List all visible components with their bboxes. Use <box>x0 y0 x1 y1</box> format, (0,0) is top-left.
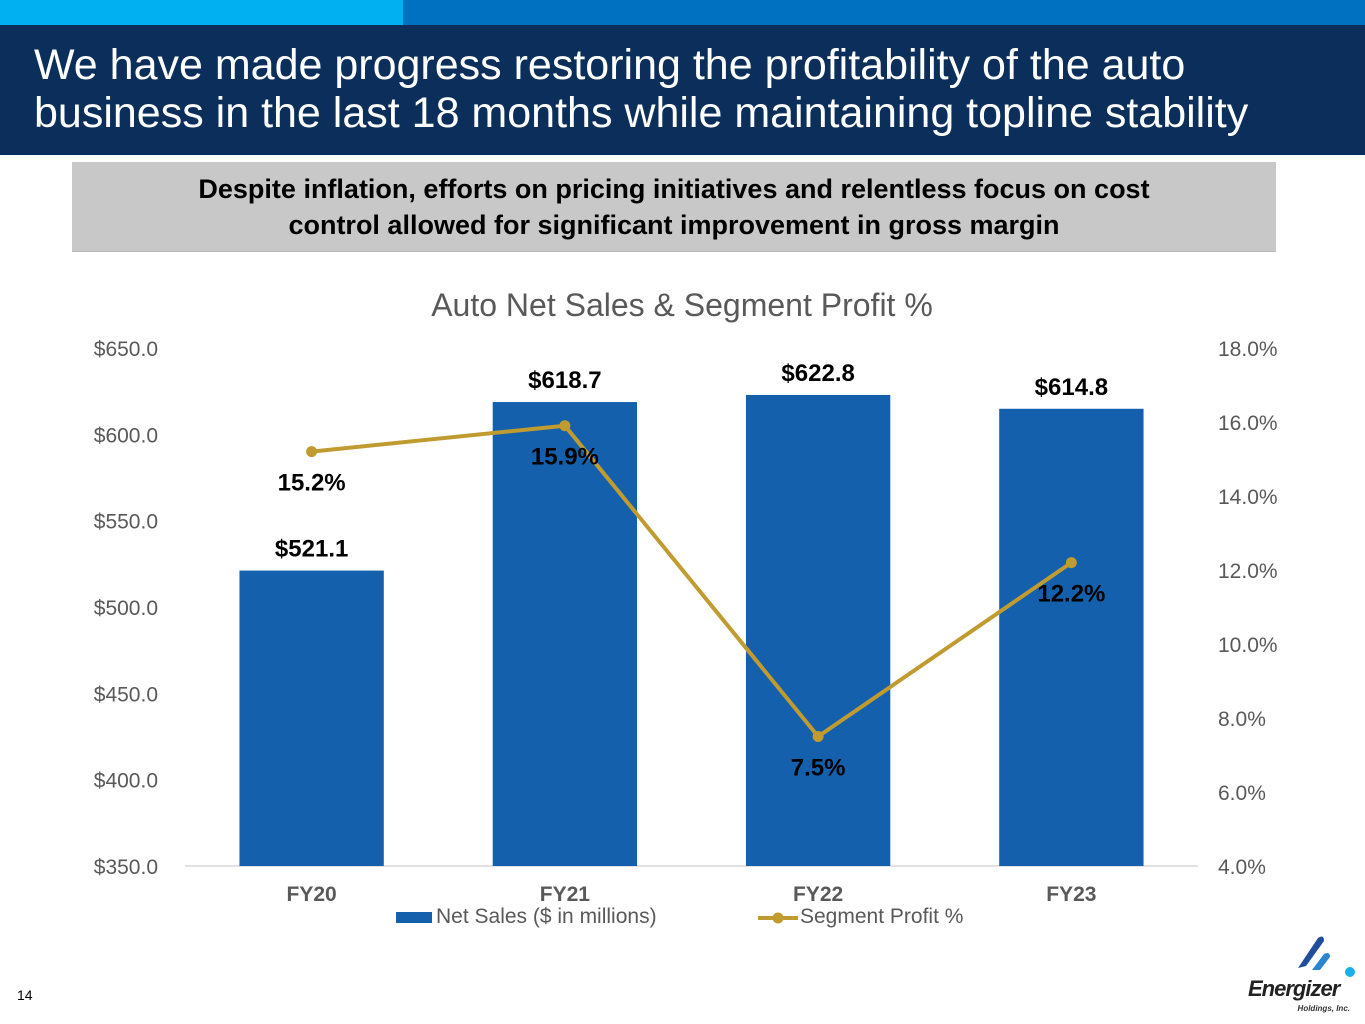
segment-profit-point <box>1065 557 1077 569</box>
left-axis-tick-label: $400.0 <box>94 770 158 793</box>
right-axis-tick-label: 8.0% <box>1218 708 1266 731</box>
legend-bar-swatch <box>396 912 432 923</box>
line-series: 15.2% 15.9% 7.5% 12.2% <box>278 420 1105 782</box>
bar-data-label: $618.7 <box>528 367 601 394</box>
legend-label-segment-profit: Segment Profit % <box>800 905 963 928</box>
legend-label-net-sales: Net Sales ($ in millions) <box>436 905 657 928</box>
bar-data-label: $521.1 <box>275 536 348 563</box>
line-data-label: 15.9% <box>531 444 599 471</box>
x-axis-label: FY23 <box>1046 883 1096 906</box>
left-axis: $350.0 $400.0 $450.0 $500.0 $550.0 $600.0 $650… <box>94 338 158 879</box>
combo-chart: Auto Net Sales & Segment Profit % $350.0… <box>94 287 1278 928</box>
x-axis-labels: FY20 FY21 FY22 FY23 <box>287 883 1097 906</box>
right-axis-tick-label: 16.0% <box>1218 412 1278 435</box>
left-axis-tick-label: $450.0 <box>94 683 158 706</box>
x-axis-label: FY20 <box>287 883 337 906</box>
x-axis-label: FY22 <box>793 883 843 906</box>
left-axis-tick-label: $550.0 <box>94 511 158 534</box>
slide-header: We have made progress restoring the prof… <box>0 25 1365 155</box>
right-axis-tick-label: 6.0% <box>1218 782 1266 805</box>
right-axis-tick-label: 10.0% <box>1218 634 1278 657</box>
bar-data-label: $614.8 <box>1035 374 1108 401</box>
left-axis-tick-label: $600.0 <box>94 424 158 447</box>
bar-fy21 <box>492 402 638 866</box>
segment-profit-point <box>306 446 318 458</box>
logo-wordmark: Energizer <box>1248 976 1342 1001</box>
segment-profit-point <box>559 420 571 432</box>
chart-title: Auto Net Sales & Segment Profit % <box>431 287 933 323</box>
right-axis-tick-label: 18.0% <box>1218 338 1278 361</box>
page-number: 14 <box>17 987 33 1003</box>
left-axis-tick-label: $650.0 <box>94 338 158 361</box>
line-data-label: 15.2% <box>278 470 346 497</box>
x-axis-label: FY21 <box>540 883 591 906</box>
right-axis-tick-label: 14.0% <box>1218 486 1278 509</box>
legend: Net Sales ($ in millions) Segment Profit … <box>396 905 963 928</box>
logo-swoosh-large-icon <box>1298 936 1324 968</box>
bar-fy20 <box>239 570 384 866</box>
bar-data-label: $622.8 <box>781 360 854 387</box>
right-axis: 4.0% 6.0% 8.0% 10.0% 12.0% 14.0% 16.0% 18.0% <box>1218 338 1278 879</box>
top-accent-bar-dark <box>403 0 1365 25</box>
energizer-logo: Energizer Holdings, Inc. <box>1248 936 1355 1013</box>
segment-profit-line <box>311 423 1073 739</box>
logo-subtitle: Holdings, Inc. <box>1298 1004 1350 1013</box>
callout-text: Despite inflation, efforts on pricing in… <box>198 173 1150 240</box>
line-data-label: 12.2% <box>1037 581 1105 608</box>
callout-box: Despite inflation, efforts on pricing in… <box>72 162 1276 252</box>
bar-series: $521.1 $618.7 $622.8 $614.8 <box>239 360 1144 866</box>
right-axis-tick-label: 12.0% <box>1218 560 1278 583</box>
left-axis-tick-label: $500.0 <box>94 597 158 620</box>
slide-title: We have made progress restoring the prof… <box>34 41 1249 137</box>
logo-dot-icon <box>1345 967 1355 977</box>
left-axis-tick-label: $350.0 <box>94 856 158 879</box>
segment-profit-point <box>812 731 824 742</box>
top-accent-bar-light <box>0 0 403 25</box>
legend-line-marker <box>772 912 784 924</box>
line-data-label: 7.5% <box>791 755 846 782</box>
right-axis-tick-label: 4.0% <box>1218 856 1266 879</box>
logo-swoosh-small-icon <box>1312 953 1330 970</box>
bar-fy23 <box>999 408 1144 866</box>
bar-fy22 <box>745 394 891 866</box>
